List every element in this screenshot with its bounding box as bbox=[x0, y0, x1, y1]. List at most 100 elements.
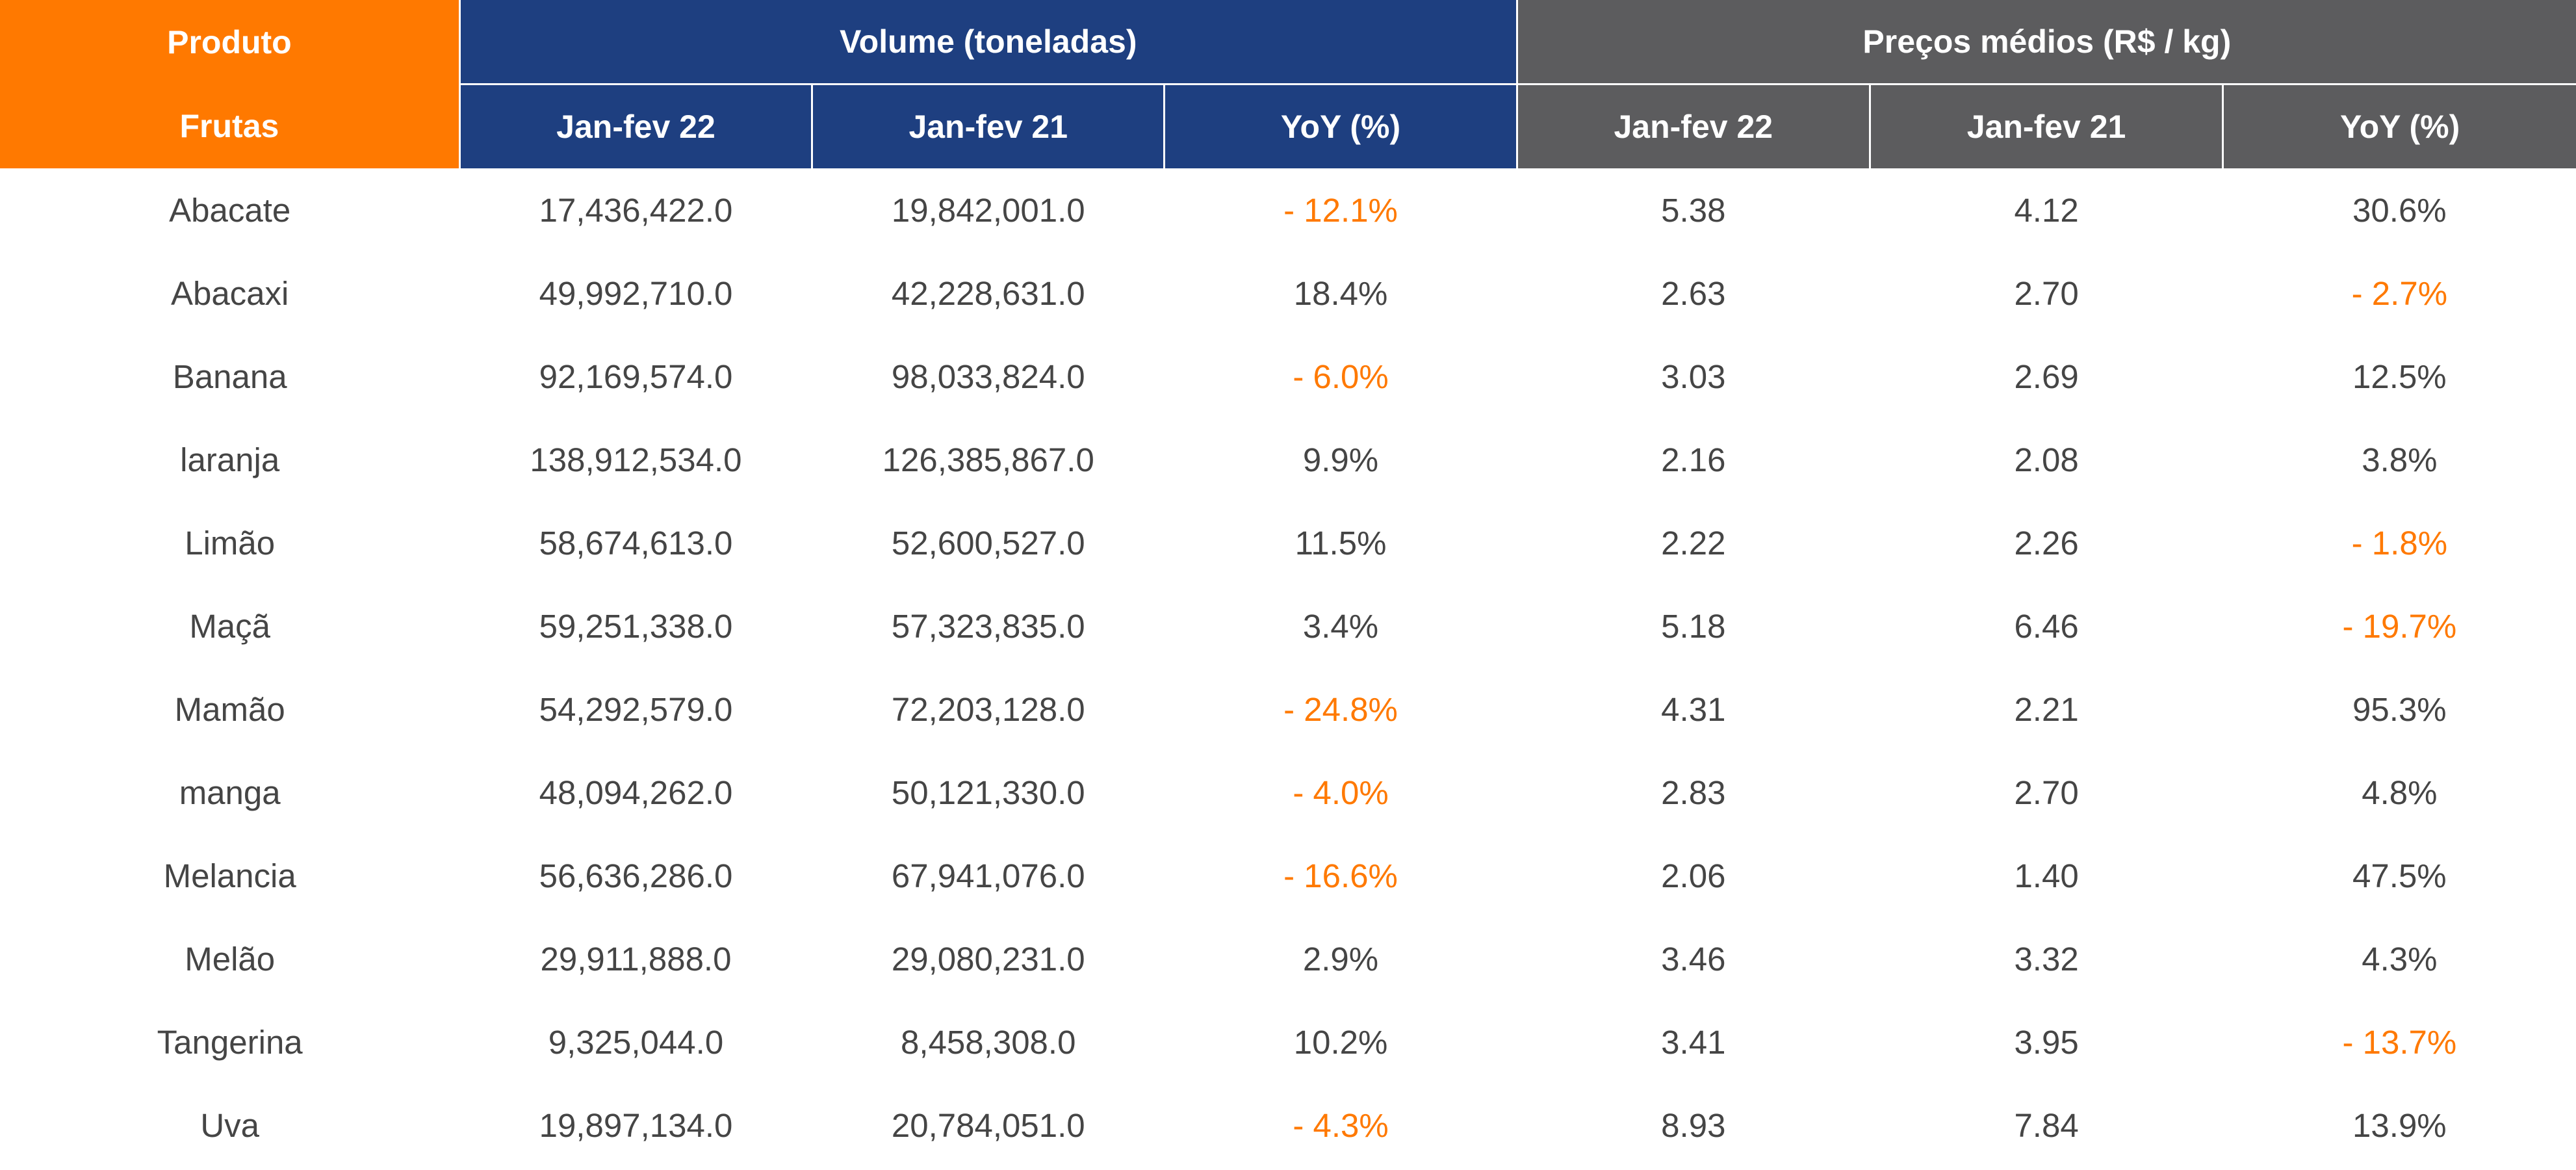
volume-jan-fev-22-cell: 58,674,613.0 bbox=[539, 524, 733, 562]
table-row: Abacaxi 49,992,710.0 42,228,631.0 18.4% … bbox=[0, 252, 2576, 335]
price-jan-fev-22-cell: 4.31 bbox=[1661, 690, 1726, 728]
table-row: manga 48,094,262.0 50,121,330.0 - 4.0% 2… bbox=[0, 751, 2576, 834]
price-jan-fev-22-cell: 5.18 bbox=[1661, 607, 1726, 645]
product-cell: Tangerina bbox=[157, 1023, 303, 1061]
volume-jan-fev-22-cell: 138,912,534.0 bbox=[530, 441, 742, 478]
volume-jan-fev-22-cell: 54,292,579.0 bbox=[539, 690, 733, 728]
volume-col-jan-fev-22: Jan-fev 22 bbox=[458, 83, 812, 168]
volume-jan-fev-22-cell: 29,911,888.0 bbox=[540, 940, 732, 978]
volume-jan-fev-21-cell: 57,323,835.0 bbox=[891, 607, 1085, 645]
volume-yoy-cell: - 24.8% bbox=[1283, 690, 1398, 728]
volume-jan-fev-21-cell: 52,600,527.0 bbox=[891, 524, 1085, 562]
volume-jan-fev-21-cell: 50,121,330.0 bbox=[891, 774, 1085, 811]
volume-jan-fev-21-cell: 42,228,631.0 bbox=[891, 274, 1085, 312]
price-jan-fev-21-cell: 6.46 bbox=[2014, 607, 2079, 645]
price-jan-fev-21-cell: 1.40 bbox=[2014, 857, 2079, 894]
price-jan-fev-22-cell: 2.06 bbox=[1661, 857, 1726, 894]
product-column-header: Produto bbox=[0, 0, 460, 84]
volume-col-yoy: YoY (%) bbox=[1163, 83, 1517, 168]
product-cell: Melão bbox=[185, 940, 276, 978]
price-yoy-cell: 47.5% bbox=[2352, 857, 2447, 894]
table-row: Maçã 59,251,338.0 57,323,835.0 3.4% 5.18… bbox=[0, 584, 2576, 668]
price-yoy-cell: - 2.7% bbox=[2351, 274, 2448, 312]
table-row: Abacate 17,436,422.0 19,842,001.0 - 12.1… bbox=[0, 168, 2576, 252]
price-yoy-cell: 4.3% bbox=[2362, 940, 2438, 978]
product-cell: Abacaxi bbox=[170, 274, 289, 312]
price-jan-fev-22-cell: 3.03 bbox=[1661, 358, 1726, 395]
product-cell: laranja bbox=[180, 441, 280, 478]
price-jan-fev-22-cell: 3.41 bbox=[1661, 1023, 1726, 1061]
volume-yoy-cell: 10.2% bbox=[1293, 1023, 1388, 1061]
product-cell: Limão bbox=[185, 524, 276, 562]
price-yoy-cell: 13.9% bbox=[2352, 1106, 2447, 1144]
product-cell: Mamão bbox=[174, 690, 285, 728]
price-yoy-cell: 12.5% bbox=[2352, 358, 2447, 395]
price-yoy-cell: - 1.8% bbox=[2351, 524, 2448, 562]
price-yoy-cell: 3.8% bbox=[2362, 441, 2438, 478]
volume-jan-fev-21-cell: 72,203,128.0 bbox=[891, 690, 1085, 728]
volume-yoy-cell: 9.9% bbox=[1302, 441, 1379, 478]
price-jan-fev-21-cell: 2.69 bbox=[2014, 358, 2079, 395]
price-jan-fev-22-cell: 2.83 bbox=[1661, 774, 1726, 811]
price-jan-fev-22-cell: 8.93 bbox=[1661, 1106, 1726, 1144]
volume-yoy-cell: 3.4% bbox=[1302, 607, 1379, 645]
table-row: Melão 29,911,888.0 29,080,231.0 2.9% 3.4… bbox=[0, 917, 2576, 1000]
volume-col-jan-fev-21: Jan-fev 21 bbox=[811, 83, 1165, 168]
volume-yoy-cell: - 6.0% bbox=[1293, 358, 1389, 395]
volume-yoy-cell: 11.5% bbox=[1294, 524, 1387, 562]
price-jan-fev-22-cell: 5.38 bbox=[1661, 191, 1726, 229]
table-row: Uva 19,897,134.0 20,784,051.0 - 4.3% 8.9… bbox=[0, 1084, 2576, 1167]
price-yoy-cell: - 13.7% bbox=[2342, 1023, 2457, 1061]
table-row: laranja 138,912,534.0 126,385,867.0 9.9%… bbox=[0, 418, 2576, 501]
volume-yoy-cell: - 12.1% bbox=[1283, 191, 1398, 229]
product-cell: Uva bbox=[200, 1106, 260, 1144]
table-row: Mamão 54,292,579.0 72,203,128.0 - 24.8% … bbox=[0, 668, 2576, 751]
volume-jan-fev-21-cell: 98,033,824.0 bbox=[891, 358, 1085, 395]
volume-group-header: Volume (toneladas) bbox=[458, 0, 1517, 84]
volume-jan-fev-21-cell: 126,385,867.0 bbox=[882, 441, 1094, 478]
volume-yoy-cell: - 16.6% bbox=[1283, 857, 1398, 894]
product-cell: manga bbox=[179, 774, 281, 811]
product-cell: Maçã bbox=[189, 607, 271, 645]
volume-jan-fev-22-cell: 59,251,338.0 bbox=[539, 607, 733, 645]
volume-jan-fev-22-cell: 56,636,286.0 bbox=[539, 857, 733, 894]
product-cell: Melancia bbox=[163, 857, 296, 894]
table-row: Limão 58,674,613.0 52,600,527.0 11.5% 2.… bbox=[0, 501, 2576, 584]
price-jan-fev-21-cell: 2.08 bbox=[2014, 441, 2079, 478]
volume-jan-fev-22-cell: 49,992,710.0 bbox=[539, 274, 733, 312]
volume-jan-fev-22-cell: 48,094,262.0 bbox=[539, 774, 733, 811]
header-subcolumn-row: Frutas Jan-fev 22 Jan-fev 21 YoY (%) Jan… bbox=[0, 83, 2576, 168]
volume-jan-fev-22-cell: 92,169,574.0 bbox=[539, 358, 733, 395]
price-jan-fev-21-cell: 2.26 bbox=[2014, 524, 2079, 562]
table-header: Produto Volume (toneladas) Preços médios… bbox=[0, 0, 2576, 168]
volume-jan-fev-22-cell: 19,897,134.0 bbox=[539, 1106, 733, 1144]
product-cell: Abacate bbox=[169, 191, 291, 229]
price-jan-fev-22-cell: 2.63 bbox=[1661, 274, 1726, 312]
table-row: Tangerina 9,325,044.0 8,458,308.0 10.2% … bbox=[0, 1000, 2576, 1084]
table-row: Melancia 56,636,286.0 67,941,076.0 - 16.… bbox=[0, 834, 2576, 917]
product-cell: Banana bbox=[172, 358, 287, 395]
table-row: Banana 92,169,574.0 98,033,824.0 - 6.0% … bbox=[0, 335, 2576, 418]
table-body: Abacate 17,436,422.0 19,842,001.0 - 12.1… bbox=[0, 168, 2576, 1167]
volume-jan-fev-21-cell: 67,941,076.0 bbox=[891, 857, 1085, 894]
price-jan-fev-22-cell: 3.46 bbox=[1661, 940, 1726, 978]
price-yoy-cell: - 19.7% bbox=[2342, 607, 2457, 645]
volume-yoy-cell: - 4.3% bbox=[1293, 1106, 1389, 1144]
price-yoy-cell: 95.3% bbox=[2352, 690, 2447, 728]
price-jan-fev-21-cell: 2.70 bbox=[2014, 774, 2079, 811]
price-jan-fev-22-cell: 2.16 bbox=[1661, 441, 1726, 478]
price-group-header: Preços médios (R$ / kg) bbox=[1515, 0, 2576, 84]
price-jan-fev-21-cell: 2.70 bbox=[2014, 274, 2079, 312]
price-col-jan-fev-21: Jan-fev 21 bbox=[1868, 83, 2223, 168]
volume-jan-fev-21-cell: 19,842,001.0 bbox=[891, 191, 1085, 229]
price-jan-fev-21-cell: 3.32 bbox=[2014, 940, 2079, 978]
price-jan-fev-21-cell: 4.12 bbox=[2014, 191, 2079, 229]
volume-yoy-cell: 18.4% bbox=[1293, 274, 1388, 312]
category-header: Frutas bbox=[0, 84, 460, 168]
price-yoy-cell: 4.8% bbox=[2362, 774, 2438, 811]
volume-jan-fev-22-cell: 9,325,044.0 bbox=[548, 1023, 724, 1061]
price-yoy-cell: 30.6% bbox=[2352, 191, 2447, 229]
price-jan-fev-22-cell: 2.22 bbox=[1661, 524, 1726, 562]
price-jan-fev-21-cell: 7.84 bbox=[2014, 1106, 2079, 1144]
